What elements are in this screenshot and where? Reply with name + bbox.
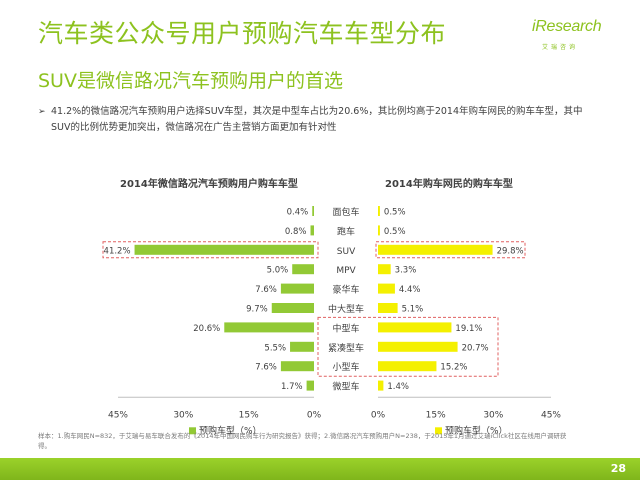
- page-subtitle: SUV是微信路况汽车预购用户的首选: [38, 70, 343, 92]
- logo-wordmark: iResearch: [532, 18, 602, 35]
- bullet-arrow-icon: ➢: [38, 107, 46, 117]
- left-tick-label: 15%: [239, 410, 259, 420]
- left-value-label: 0.8%: [285, 227, 307, 237]
- right-tick-label: 15%: [426, 410, 446, 420]
- category-label: 面包车: [332, 206, 359, 218]
- right-bar: [378, 244, 493, 255]
- footer-bar: [0, 458, 640, 480]
- right-tick-label: 45%: [541, 410, 561, 420]
- right-bar: [378, 341, 458, 352]
- right-value-label: 29.8%: [497, 246, 524, 256]
- right-tick-label: 0%: [371, 410, 386, 420]
- right-tick-label: 30%: [483, 410, 503, 420]
- left-value-label: 41.2%: [104, 246, 131, 256]
- left-bar: [292, 264, 314, 275]
- left-bar: [271, 303, 314, 313]
- category-label: MPV: [336, 266, 356, 276]
- right-value-label: 4.4%: [399, 285, 421, 295]
- source-note: 样本：1.购车网民N=832，于艾瑞与易车联合发布的《2014年中国网民购车行为…: [38, 432, 567, 450]
- left-bar: [280, 283, 314, 294]
- right-bar: [378, 283, 395, 294]
- category-label: 跑车: [337, 225, 355, 237]
- left-value-label: 7.6%: [255, 285, 277, 295]
- category-label: 中型车: [332, 322, 359, 334]
- right-bar: [378, 264, 391, 275]
- right-value-label: 19.1%: [455, 324, 482, 334]
- right-value-label: 20.7%: [462, 343, 489, 353]
- right-value-label: 0.5%: [384, 227, 406, 237]
- logo-subtext: 艾瑞咨询: [542, 44, 579, 51]
- left-value-label: 9.7%: [246, 305, 268, 315]
- right-highlight-box-mid: [317, 316, 499, 377]
- left-value-label: 7.6%: [255, 363, 277, 373]
- summary-text: 41.2%的微信路况汽车预购用户选择SUV车型，其次是中型车占比为20.6%，其…: [51, 106, 583, 133]
- left-bar: [134, 244, 314, 255]
- left-value-label: 5.5%: [264, 343, 286, 353]
- right-bar: [378, 361, 437, 372]
- right-bar: [378, 322, 452, 333]
- left-highlight-box: [102, 241, 319, 259]
- left-value-label: 0.4%: [287, 208, 309, 218]
- right-value-label: 5.1%: [402, 305, 424, 315]
- category-label: SUV: [337, 247, 356, 257]
- page-number: 28: [610, 462, 626, 475]
- right-value-label: 1.4%: [387, 382, 409, 392]
- category-label: 紧凑型车: [328, 342, 364, 354]
- right-bar: [378, 380, 384, 391]
- page-title: 汽车类公众号用户预购汽车车型分布: [38, 19, 447, 48]
- summary-bullet: ➢ 41.2%的微信路况汽车预购用户选择SUV车型，其次是中型车占比为20.6%…: [38, 104, 600, 136]
- left-bar: [306, 380, 314, 391]
- left-legend-swatch: [189, 427, 196, 435]
- right-legend-swatch: [435, 427, 442, 435]
- left-bar: [280, 361, 314, 372]
- category-label: 微型车: [332, 381, 359, 393]
- category-label: 豪华车: [332, 284, 359, 296]
- iresearch-logo: iResearch 艾瑞咨询: [532, 18, 612, 51]
- left-bar: [224, 322, 314, 333]
- left-value-label: 20.6%: [193, 324, 220, 334]
- left-value-label: 5.0%: [267, 266, 289, 276]
- category-label: 小型车: [332, 361, 359, 373]
- right-bar: [378, 225, 380, 236]
- left-tick-label: 45%: [108, 410, 128, 420]
- left-bar: [312, 206, 314, 216]
- right-value-label: 0.5%: [384, 208, 406, 218]
- right-highlight-box-suv: [375, 241, 526, 259]
- left-legend-label: 预购车型（%）: [199, 424, 262, 436]
- right-value-label: 3.3%: [395, 266, 417, 276]
- right-legend-label: 预购车型（%）: [445, 424, 508, 436]
- left-tick-label: 0%: [307, 410, 322, 420]
- right-bar: [378, 303, 398, 313]
- right-chart-title: 2014年购车网民的购车车型: [385, 179, 513, 190]
- left-chart-title: 2014年微信路况汽车预购用户购车车型: [120, 179, 298, 190]
- right-value-label: 15.2%: [440, 363, 467, 373]
- left-value-label: 1.7%: [281, 382, 303, 392]
- left-tick-label: 30%: [173, 410, 193, 420]
- right-bar: [378, 206, 380, 216]
- left-bar: [290, 341, 314, 352]
- category-label: 中大型车: [328, 303, 364, 315]
- left-bar: [310, 225, 314, 236]
